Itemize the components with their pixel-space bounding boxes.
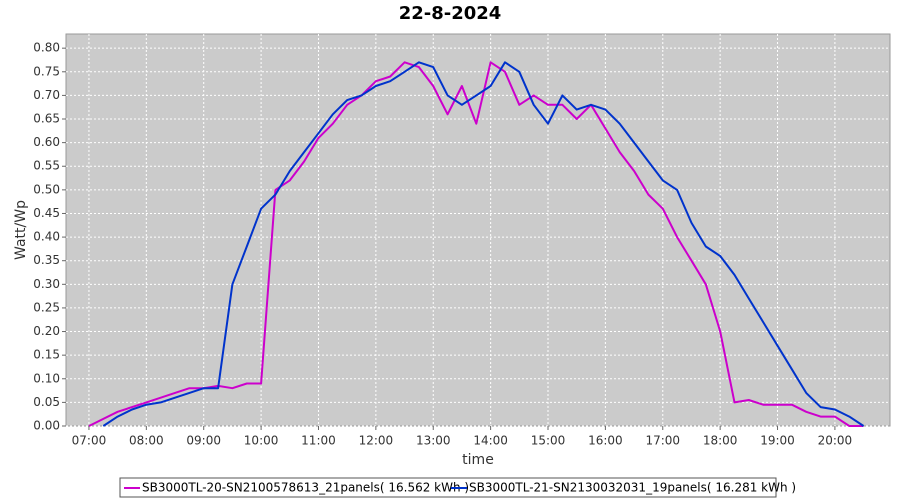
y-axis-label: Watt/Wp [13, 200, 29, 260]
y-tick-label: 0.60 [33, 135, 60, 149]
x-tick-label: 12:00 [359, 434, 394, 448]
y-tick-label: 0.10 [33, 371, 60, 385]
x-axis-label: time [462, 452, 494, 468]
y-tick-label: 0.15 [33, 348, 60, 362]
y-tick-label: 0.45 [33, 206, 60, 220]
y-tick-label: 0.65 [33, 112, 60, 126]
x-tick-label: 20:00 [818, 434, 853, 448]
x-tick-label: 18:00 [703, 434, 738, 448]
y-tick-label: 0.25 [33, 300, 60, 314]
x-tick-label: 10:00 [244, 434, 279, 448]
x-tick-label: 17:00 [645, 434, 680, 448]
y-tick-label: 0.20 [33, 324, 60, 338]
x-tick-label: 13:00 [416, 434, 451, 448]
y-tick-label: 0.50 [33, 182, 60, 196]
x-tick-label: 07:00 [72, 434, 107, 448]
x-tick-label: 15:00 [531, 434, 566, 448]
x-tick-label: 19:00 [760, 434, 795, 448]
y-tick-label: 0.00 [33, 419, 60, 433]
y-tick-label: 0.75 [33, 64, 60, 78]
x-tick-label: 09:00 [186, 434, 221, 448]
y-tick-label: 0.40 [33, 230, 60, 244]
y-tick-label: 0.05 [33, 395, 60, 409]
x-tick-label: 14:00 [473, 434, 508, 448]
legend-box [119, 477, 777, 498]
chart-title: 22-8-2024 [399, 3, 502, 24]
legend-label: SB3000TL-21-SN2130032031_19panels( 16.28… [469, 481, 796, 495]
x-tick-label: 11:00 [301, 434, 336, 448]
legend-label: SB3000TL-20-SN2100578613_21panels( 16.56… [142, 481, 469, 495]
y-tick-label: 0.30 [33, 277, 60, 291]
x-tick-label: 08:00 [129, 434, 164, 448]
plot-area [65, 33, 891, 427]
series-line [102, 61, 865, 427]
y-tick-label: 0.35 [33, 253, 60, 267]
x-tick-label: 16:00 [588, 434, 623, 448]
y-tick-label: 0.80 [33, 41, 60, 55]
y-tick-label: 0.70 [33, 88, 60, 102]
y-tick-label: 0.55 [33, 159, 60, 173]
